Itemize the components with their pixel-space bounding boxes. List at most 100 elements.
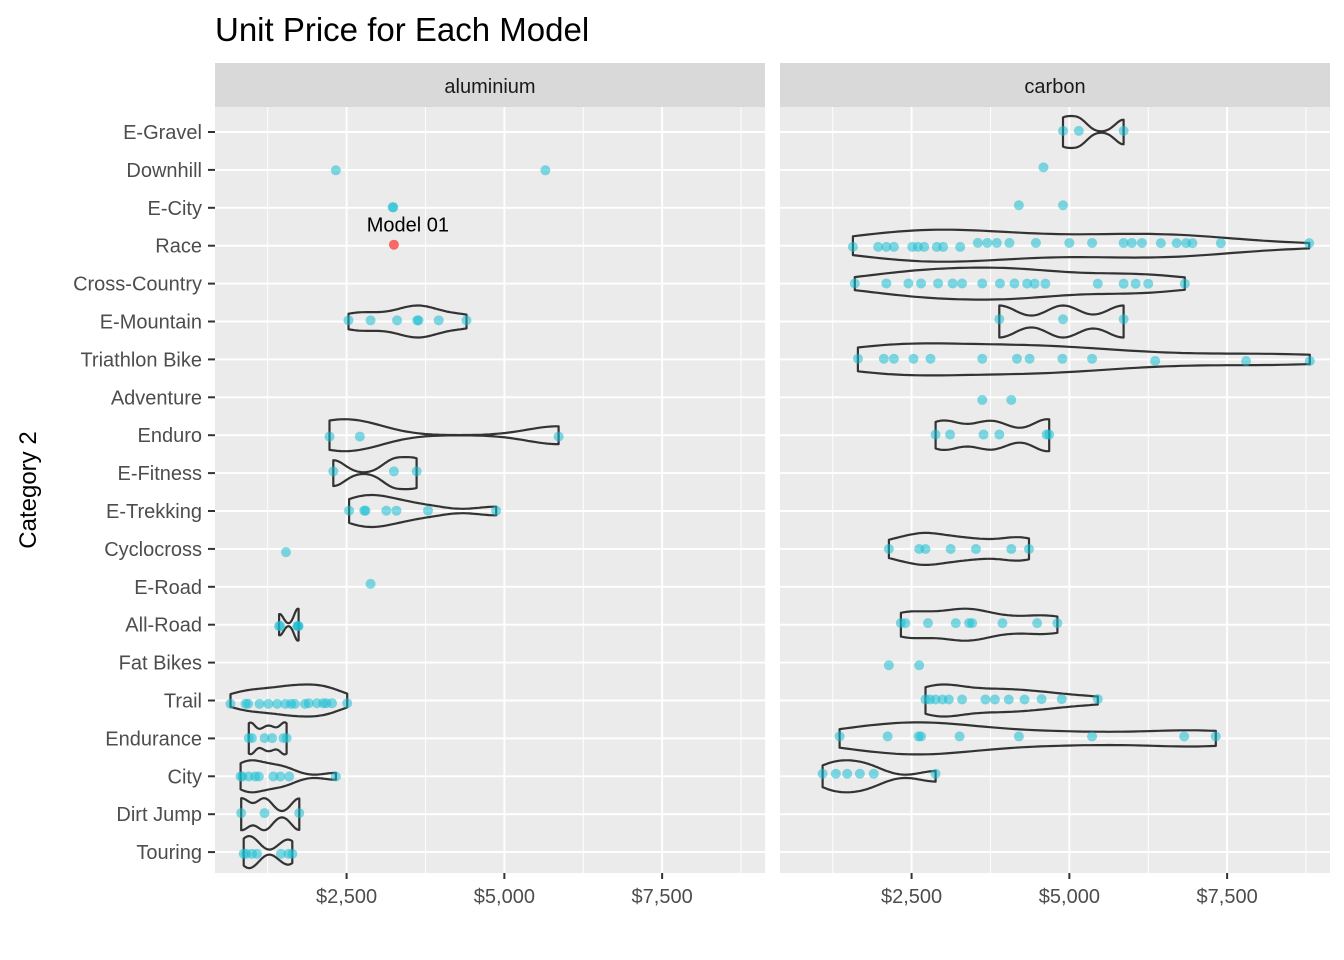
data-point [1087, 353, 1098, 364]
data-point [847, 241, 858, 252]
data-point [1210, 731, 1221, 742]
data-point [933, 278, 944, 289]
data-point [1038, 162, 1049, 173]
data-point [225, 698, 236, 709]
data-point [1022, 278, 1033, 289]
data-point [289, 698, 300, 709]
data-point [293, 621, 304, 632]
x-tick-label: $5,000 [474, 886, 535, 908]
data-point [1011, 353, 1022, 364]
data-point [957, 694, 968, 705]
data-point [1036, 694, 1047, 705]
data-point [388, 202, 399, 213]
violin-all-road [278, 607, 300, 642]
data-point [1058, 314, 1069, 325]
data-point [392, 315, 403, 326]
violin-touring [242, 835, 294, 870]
violin-race [851, 228, 1311, 263]
violin-cyclocross [887, 531, 1031, 566]
data-point [344, 505, 355, 516]
data-point [294, 808, 305, 819]
data-point [930, 694, 941, 705]
facet-label: carbon [1024, 76, 1085, 98]
data-point [957, 278, 968, 289]
violin-e-mountain [998, 304, 1125, 339]
data-point [881, 278, 892, 289]
y-tick-label: E-Road [134, 577, 202, 599]
data-point [243, 698, 254, 709]
data-point [281, 733, 292, 744]
data-point [882, 731, 893, 742]
data-point [1013, 731, 1024, 742]
data-point [365, 315, 376, 326]
y-tick-label: E-City [148, 198, 202, 220]
x-tick-label: $2,500 [316, 886, 377, 908]
chart-title: Unit Price for Each Model [215, 11, 589, 48]
data-point [268, 771, 279, 782]
data-point [388, 466, 399, 477]
data-point [994, 314, 1005, 325]
facet-panel-aluminium: aluminium $2,500 $5,000 $7,500 Model 01 [215, 63, 765, 908]
violin-trail [924, 683, 1099, 718]
data-point [263, 698, 274, 709]
y-axis-title: Category 2 [15, 431, 42, 548]
data-point [491, 505, 502, 516]
y-tick-label: All-Road [125, 615, 202, 637]
data-point [977, 353, 988, 364]
data-point [919, 241, 930, 252]
data-point [908, 353, 919, 364]
data-point [1179, 731, 1190, 742]
data-point [1155, 238, 1166, 249]
violin-cross-country [853, 266, 1186, 301]
facet-label: aluminium [444, 76, 535, 98]
data-point [365, 578, 376, 589]
data-point [868, 768, 879, 779]
data-point [938, 241, 949, 252]
data-point [883, 544, 894, 555]
violin-e-fitness [332, 456, 418, 491]
data-point [343, 315, 354, 326]
data-point [945, 544, 956, 555]
data-point [977, 394, 988, 405]
data-point [967, 618, 978, 629]
data-point [947, 278, 958, 289]
data-point [553, 431, 564, 442]
data-point [930, 429, 941, 440]
data-point [1058, 200, 1069, 211]
data-point [1057, 353, 1068, 364]
strip-background [215, 63, 765, 107]
data-point [978, 429, 989, 440]
data-point [284, 771, 295, 782]
violin-dirt-jump [240, 797, 301, 832]
highlight-point [388, 239, 399, 250]
data-point [1171, 238, 1182, 249]
data-point [1118, 278, 1129, 289]
data-point [920, 544, 931, 555]
data-point [1052, 618, 1063, 629]
data-point [1126, 237, 1137, 248]
y-tick-label: Enduro [138, 425, 203, 447]
data-point [1073, 125, 1084, 136]
x-tick-label: $2,500 [881, 886, 942, 908]
data-point [878, 353, 889, 364]
y-tick-label: E-Trekking [106, 501, 202, 523]
data-point [943, 694, 954, 705]
data-point [1019, 694, 1030, 705]
x-tick-label: $5,000 [1039, 886, 1100, 908]
violin-e-mountain [347, 304, 468, 339]
data-point [997, 618, 1008, 629]
data-point [411, 466, 422, 477]
data-point [1013, 200, 1024, 211]
data-point [253, 771, 264, 782]
data-point [259, 808, 270, 819]
data-point [267, 733, 278, 744]
data-point [982, 237, 993, 248]
data-point [842, 768, 853, 779]
data-point [259, 733, 270, 744]
data-point [327, 698, 338, 709]
data-point [989, 694, 1000, 705]
data-point [888, 241, 899, 252]
y-tick-label: Cross-Country [73, 274, 202, 296]
